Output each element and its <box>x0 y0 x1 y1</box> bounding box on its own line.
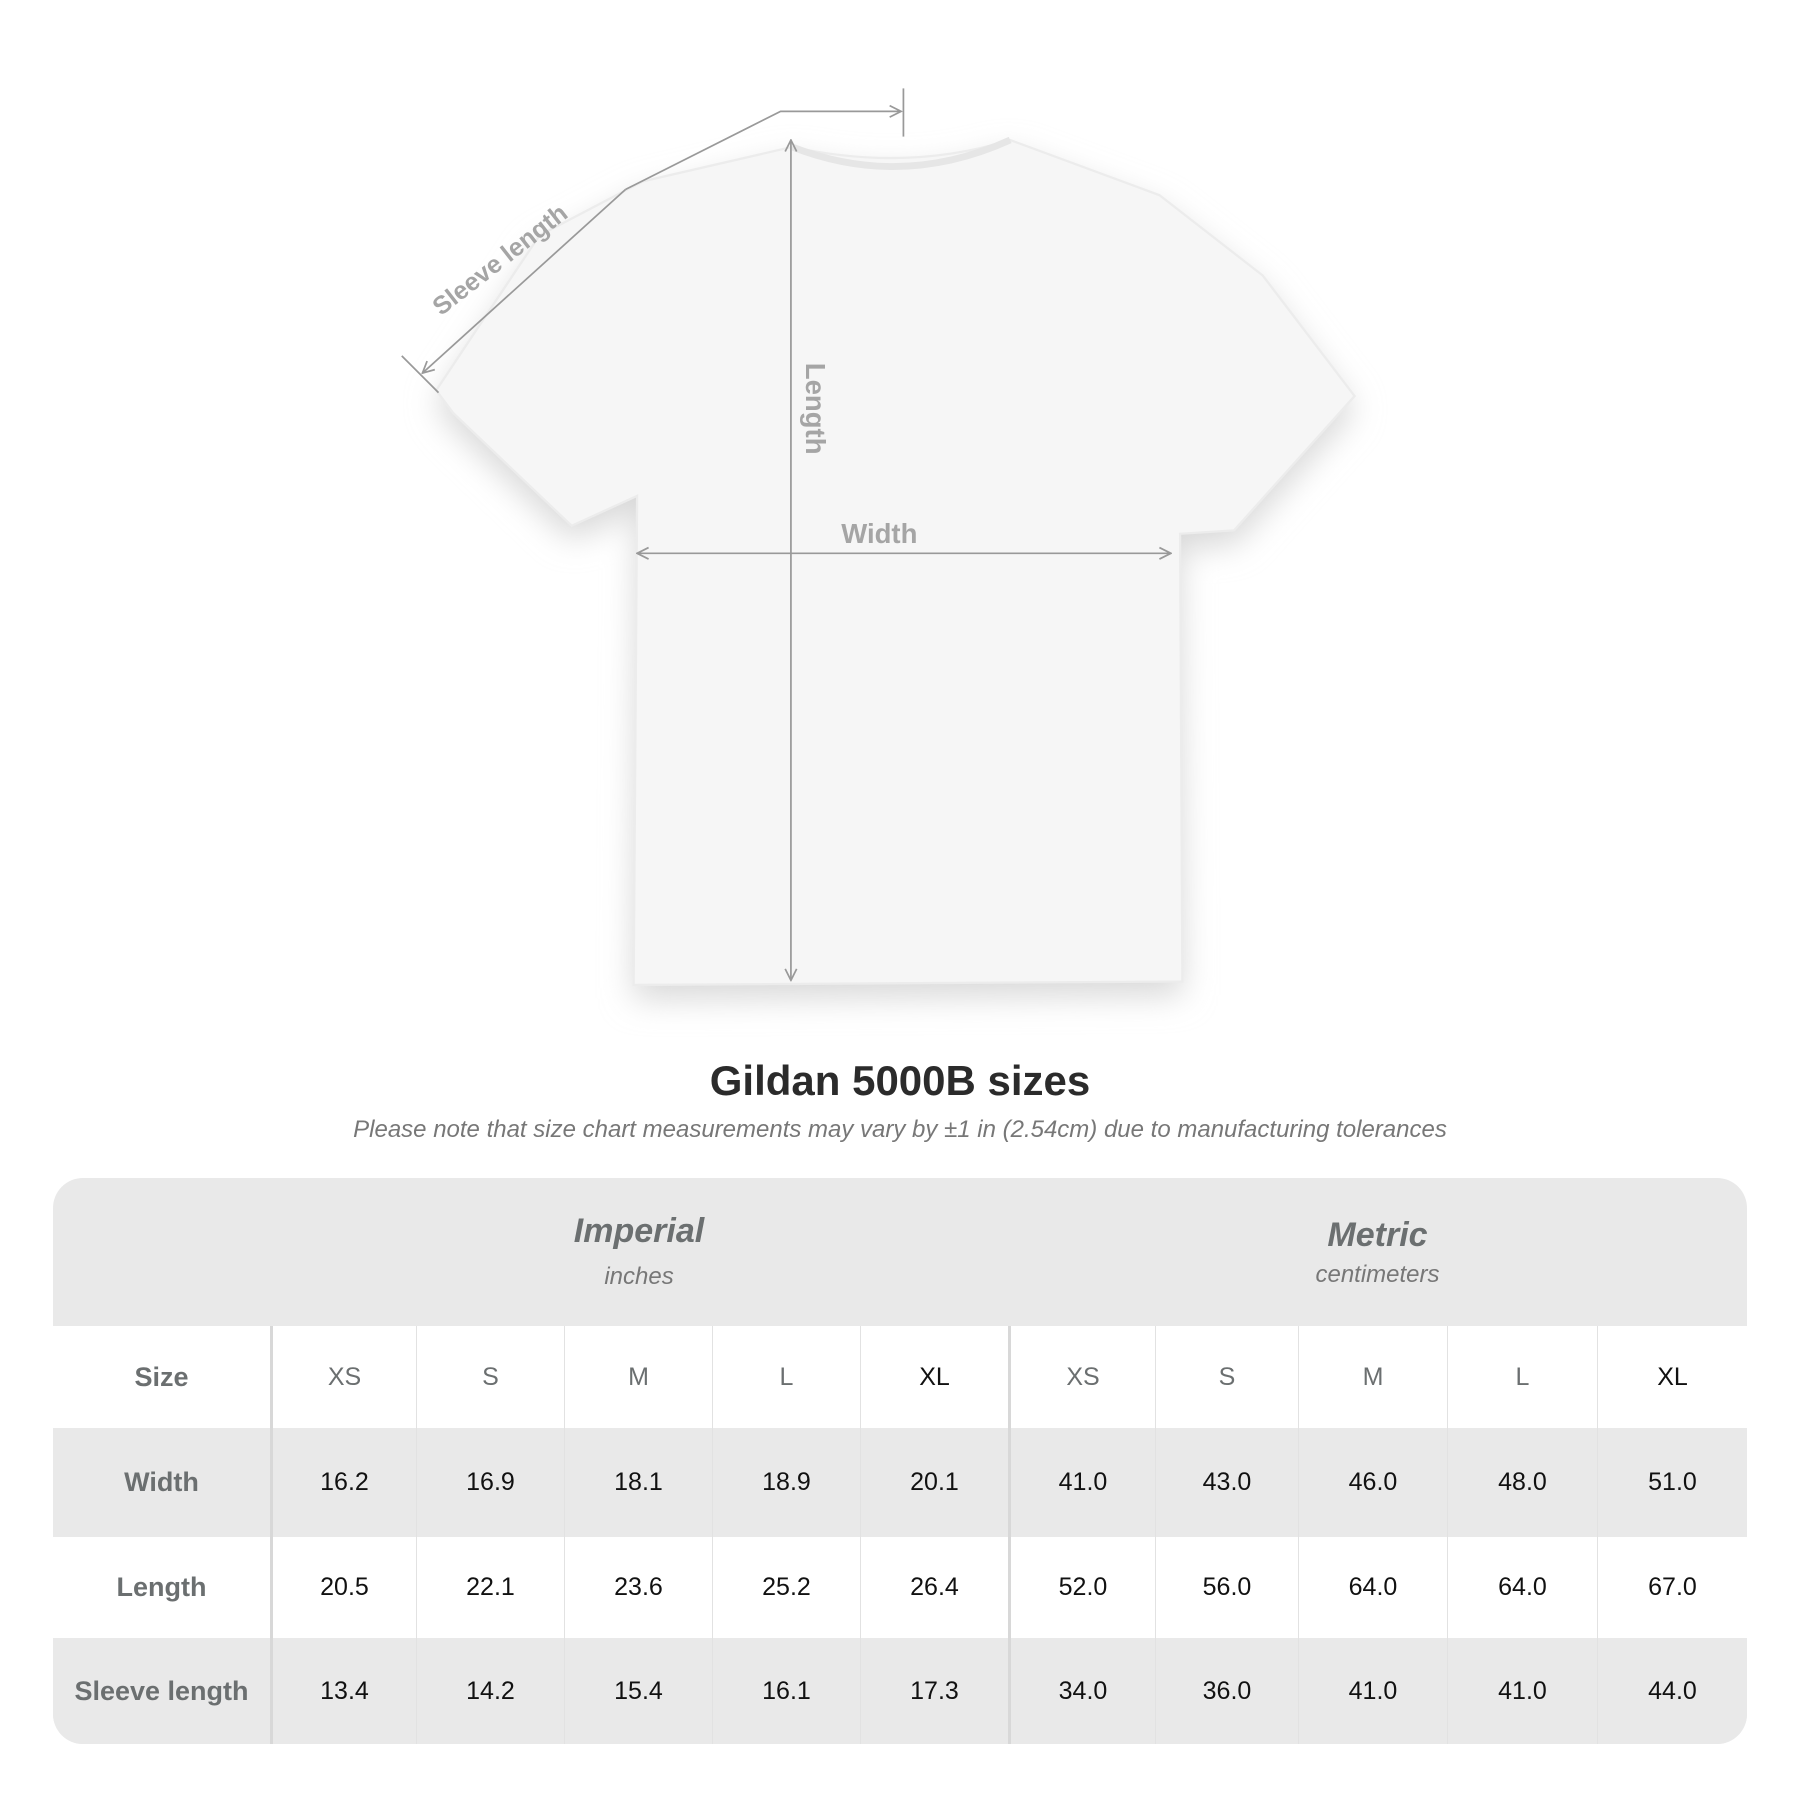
metric-header: Metric centimeters <box>1008 1178 1747 1326</box>
value-cell: 17.3 <box>860 1638 1008 1744</box>
size-header-cell: XS <box>1008 1326 1155 1428</box>
row-label: Width <box>124 1467 199 1497</box>
length-label: Length <box>800 363 831 455</box>
value-cell: 34.0 <box>1008 1638 1155 1744</box>
table-row: Sleeve length 13.4 14.2 15.4 16.1 17.3 34.0 36.… <box>53 1638 1747 1744</box>
tshirt-shape <box>434 138 1357 987</box>
value-cell: 26.4 <box>860 1537 1008 1638</box>
tolerance-note: Please note that size chart measurements… <box>353 1116 1447 1143</box>
value-cell: 18.1 <box>564 1428 712 1537</box>
table-row: Length 20.5 22.1 23.6 25.2 26.4 52.0 56.0 64.0 64… <box>53 1537 1747 1638</box>
value-cell: 25.2 <box>712 1537 860 1638</box>
metric-title: Metric <box>1327 1216 1428 1254</box>
value-cell: 51.0 <box>1597 1428 1747 1537</box>
width-label: Width <box>841 518 917 549</box>
size-header-cell: M <box>1298 1326 1447 1428</box>
imperial-header: Imperial inches <box>270 1178 1008 1326</box>
value-cell: 48.0 <box>1447 1428 1597 1537</box>
value-cell: 56.0 <box>1155 1537 1298 1638</box>
size-header-cell: XS <box>270 1326 416 1428</box>
tshirt-diagram: Sleeve length Length Width <box>401 88 1357 999</box>
imperial-title: Imperial <box>573 1212 705 1250</box>
value-cell: 44.0 <box>1597 1638 1747 1744</box>
row-label: Size <box>134 1361 189 1392</box>
value-cell: 16.2 <box>270 1428 416 1537</box>
size-header-cell: XL <box>860 1326 1008 1428</box>
metric-unit: centimeters <box>1315 1261 1440 1288</box>
value-cell: 43.0 <box>1155 1428 1298 1537</box>
value-cell: 52.0 <box>1008 1537 1155 1638</box>
page-title: Gildan 5000B sizes <box>709 1057 1091 1104</box>
size-header-cell: M <box>564 1326 712 1428</box>
value-cell: 15.4 <box>564 1638 712 1744</box>
value-cell: 64.0 <box>1298 1537 1447 1638</box>
value-cell: 36.0 <box>1155 1638 1298 1744</box>
value-cell: 16.1 <box>712 1638 860 1744</box>
value-cell: 23.6 <box>564 1537 712 1638</box>
value-cell: 46.0 <box>1298 1428 1447 1537</box>
imperial-unit: inches <box>604 1263 674 1290</box>
value-cell: 64.0 <box>1447 1537 1597 1638</box>
row-label: Sleeve length <box>74 1675 249 1706</box>
value-cell: 18.9 <box>712 1428 860 1537</box>
value-cell: 16.9 <box>416 1428 564 1537</box>
size-header-cell: L <box>1447 1326 1597 1428</box>
size-header-cell: S <box>416 1326 564 1428</box>
table-row: Width 16.2 16.9 18.1 18.9 20.1 41.0 43.0 46.0 48.… <box>53 1428 1747 1537</box>
sleeve-length-arrow <box>401 88 905 394</box>
value-cell: 41.0 <box>1008 1428 1155 1537</box>
size-header-cell: S <box>1155 1326 1298 1428</box>
value-cell: 20.5 <box>270 1537 416 1638</box>
size-row: Size XS S M L XL XS S M L XL <box>53 1326 1747 1428</box>
value-cell: 14.2 <box>416 1638 564 1744</box>
value-cell: 13.4 <box>270 1638 416 1744</box>
value-cell: 22.1 <box>416 1537 564 1638</box>
row-label: Length <box>116 1572 207 1602</box>
value-cell: 41.0 <box>1447 1638 1597 1744</box>
size-table: Imperial inches Metric centimeters Size X… <box>53 1178 1747 1744</box>
value-cell: 41.0 <box>1298 1638 1447 1744</box>
value-cell: 20.1 <box>860 1428 1008 1537</box>
size-header-cell: L <box>712 1326 860 1428</box>
size-header-cell: XL <box>1597 1326 1747 1428</box>
value-cell: 67.0 <box>1597 1537 1747 1638</box>
